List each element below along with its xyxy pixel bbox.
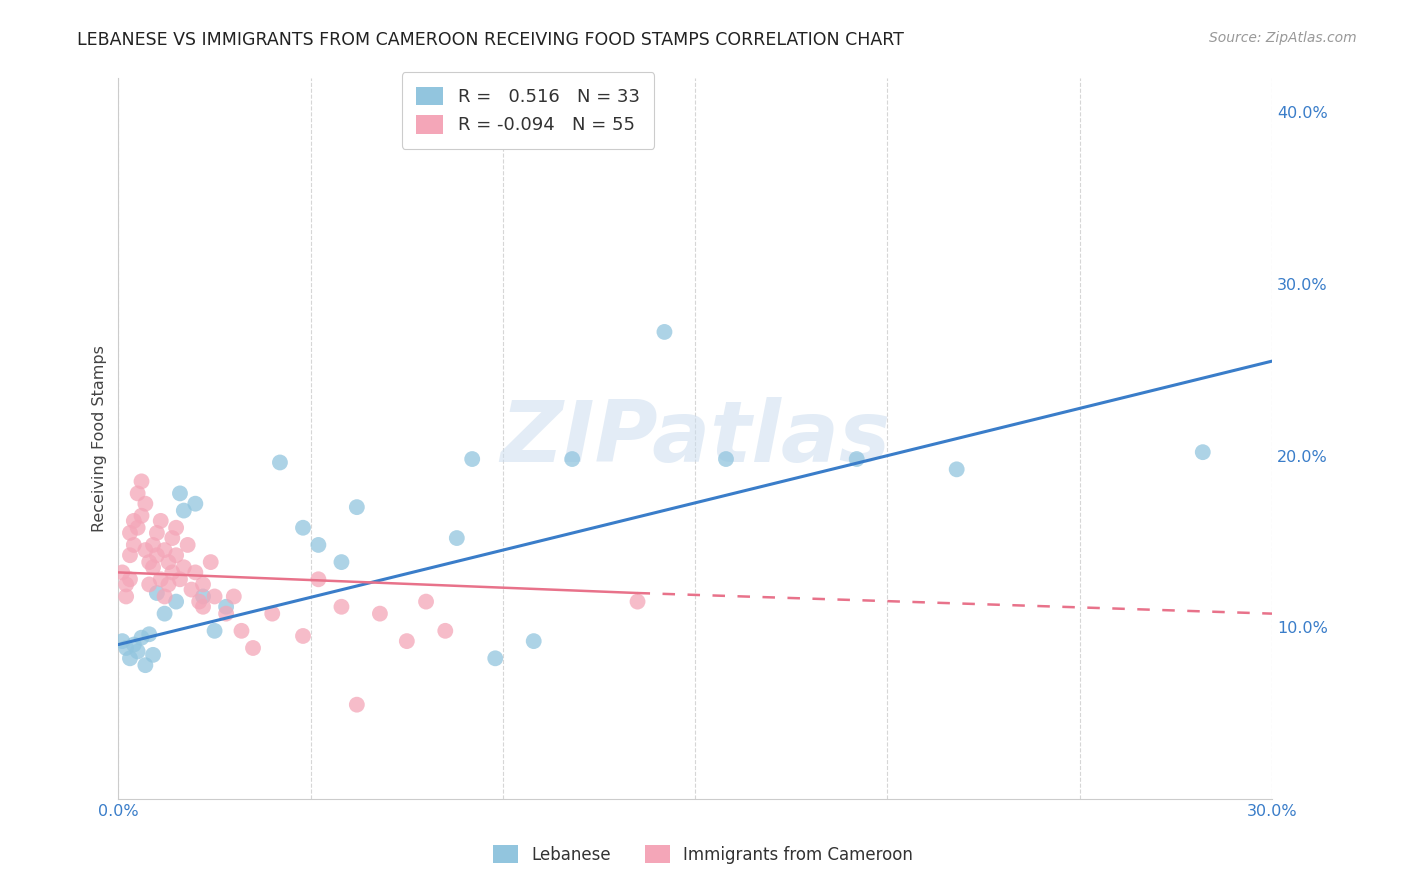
Point bbox=[157, 555, 180, 569]
Point bbox=[188, 594, 211, 608]
Point bbox=[134, 543, 156, 558]
Point bbox=[142, 538, 165, 552]
Point bbox=[415, 594, 437, 608]
Point bbox=[149, 572, 172, 586]
Point bbox=[845, 452, 868, 467]
Point bbox=[131, 631, 153, 645]
Point bbox=[446, 531, 468, 545]
Point bbox=[176, 538, 198, 552]
Point bbox=[346, 500, 368, 515]
Point bbox=[242, 640, 264, 655]
Point bbox=[184, 566, 207, 580]
Point bbox=[191, 577, 214, 591]
Point bbox=[173, 560, 195, 574]
Point bbox=[134, 658, 156, 673]
Point bbox=[184, 497, 207, 511]
Y-axis label: Receiving Food Stamps: Receiving Food Stamps bbox=[93, 345, 107, 532]
Point bbox=[231, 624, 253, 638]
Point bbox=[307, 572, 329, 586]
Point bbox=[173, 503, 195, 517]
Point bbox=[204, 624, 226, 638]
Point bbox=[434, 624, 457, 638]
Point bbox=[115, 577, 138, 591]
Text: LEBANESE VS IMMIGRANTS FROM CAMEROON RECEIVING FOOD STAMPS CORRELATION CHART: LEBANESE VS IMMIGRANTS FROM CAMEROON REC… bbox=[77, 31, 904, 49]
Point bbox=[142, 560, 165, 574]
Point bbox=[131, 475, 153, 489]
Point bbox=[714, 452, 737, 467]
Point bbox=[165, 548, 187, 562]
Text: Source: ZipAtlas.com: Source: ZipAtlas.com bbox=[1209, 31, 1357, 45]
Point bbox=[461, 452, 484, 467]
Point bbox=[162, 531, 184, 545]
Point bbox=[368, 607, 391, 621]
Point bbox=[127, 486, 149, 500]
Point bbox=[307, 538, 329, 552]
Point bbox=[292, 629, 315, 643]
Point bbox=[122, 638, 145, 652]
Text: ZIPatlas: ZIPatlas bbox=[501, 397, 890, 480]
Point bbox=[157, 577, 180, 591]
Point bbox=[149, 514, 172, 528]
Point bbox=[118, 572, 141, 586]
Point bbox=[945, 462, 967, 476]
Legend: Lebanese, Immigrants from Cameroon: Lebanese, Immigrants from Cameroon bbox=[486, 838, 920, 871]
Point bbox=[222, 590, 245, 604]
Point bbox=[127, 521, 149, 535]
Point bbox=[146, 586, 169, 600]
Point bbox=[330, 599, 353, 614]
Point bbox=[138, 627, 160, 641]
Point bbox=[127, 644, 149, 658]
Point bbox=[134, 497, 156, 511]
Point bbox=[215, 607, 238, 621]
Point bbox=[115, 590, 138, 604]
Point bbox=[122, 538, 145, 552]
Point bbox=[169, 572, 191, 586]
Point bbox=[269, 455, 291, 469]
Point bbox=[191, 599, 214, 614]
Point bbox=[561, 452, 583, 467]
Point bbox=[346, 698, 368, 712]
Point bbox=[162, 566, 184, 580]
Point bbox=[191, 590, 214, 604]
Point bbox=[200, 555, 222, 569]
Point bbox=[111, 566, 134, 580]
Point bbox=[1191, 445, 1213, 459]
Point bbox=[330, 555, 353, 569]
Point bbox=[165, 594, 187, 608]
Point bbox=[180, 582, 202, 597]
Point bbox=[626, 594, 648, 608]
Point bbox=[118, 548, 141, 562]
Point bbox=[122, 514, 145, 528]
Point bbox=[484, 651, 506, 665]
Point bbox=[138, 577, 160, 591]
Point bbox=[153, 543, 176, 558]
Point bbox=[204, 590, 226, 604]
Point bbox=[654, 325, 676, 339]
Point bbox=[111, 634, 134, 648]
Point bbox=[118, 651, 141, 665]
Point bbox=[153, 590, 176, 604]
Point bbox=[395, 634, 418, 648]
Point bbox=[523, 634, 546, 648]
Point bbox=[169, 486, 191, 500]
Point bbox=[146, 525, 169, 540]
Point bbox=[118, 525, 141, 540]
Point bbox=[153, 607, 176, 621]
Point bbox=[165, 521, 187, 535]
Point bbox=[262, 607, 284, 621]
Point bbox=[146, 548, 169, 562]
Point bbox=[138, 555, 160, 569]
Point bbox=[215, 599, 238, 614]
Point bbox=[131, 508, 153, 523]
Point bbox=[142, 648, 165, 662]
Legend: R =   0.516   N = 33, R = -0.094   N = 55: R = 0.516 N = 33, R = -0.094 N = 55 bbox=[402, 72, 654, 149]
Point bbox=[292, 521, 315, 535]
Point bbox=[115, 640, 138, 655]
